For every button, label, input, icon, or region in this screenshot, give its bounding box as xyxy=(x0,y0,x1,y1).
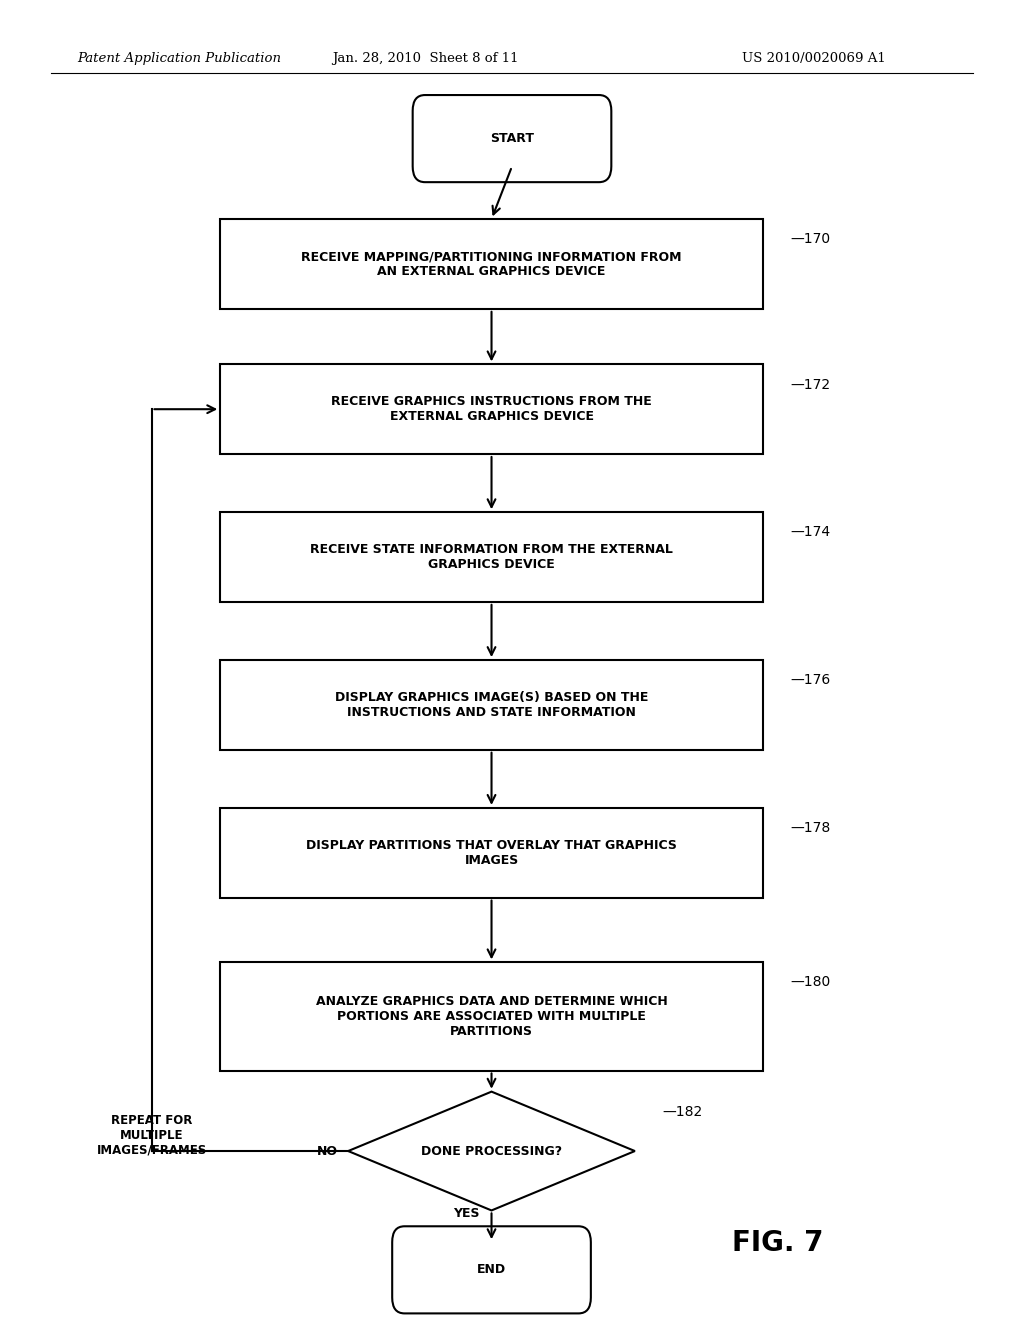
Text: END: END xyxy=(477,1263,506,1276)
Bar xyxy=(220,364,763,454)
Text: YES: YES xyxy=(453,1206,479,1220)
Text: —182: —182 xyxy=(663,1105,702,1119)
Text: DISPLAY GRAPHICS IMAGE(S) BASED ON THE
INSTRUCTIONS AND STATE INFORMATION: DISPLAY GRAPHICS IMAGE(S) BASED ON THE I… xyxy=(335,690,648,719)
Text: —178: —178 xyxy=(791,821,830,836)
Text: US 2010/0020069 A1: US 2010/0020069 A1 xyxy=(742,51,886,65)
FancyBboxPatch shape xyxy=(392,1226,591,1313)
Bar xyxy=(220,219,763,309)
Text: —176: —176 xyxy=(791,673,830,688)
Bar xyxy=(220,808,763,898)
Text: Patent Application Publication: Patent Application Publication xyxy=(77,51,281,65)
Text: ANALYZE GRAPHICS DATA AND DETERMINE WHICH
PORTIONS ARE ASSOCIATED WITH MULTIPLE
: ANALYZE GRAPHICS DATA AND DETERMINE WHIC… xyxy=(315,995,668,1038)
Text: RECEIVE GRAPHICS INSTRUCTIONS FROM THE
EXTERNAL GRAPHICS DEVICE: RECEIVE GRAPHICS INSTRUCTIONS FROM THE E… xyxy=(331,395,652,424)
Text: —180: —180 xyxy=(791,975,830,990)
Bar xyxy=(220,660,763,750)
Text: Jan. 28, 2010  Sheet 8 of 11: Jan. 28, 2010 Sheet 8 of 11 xyxy=(332,51,518,65)
Bar xyxy=(220,512,763,602)
FancyBboxPatch shape xyxy=(413,95,611,182)
Polygon shape xyxy=(348,1092,635,1210)
Text: —170: —170 xyxy=(791,232,830,247)
Text: NO: NO xyxy=(316,1144,338,1158)
Text: START: START xyxy=(490,132,534,145)
Text: REPEAT FOR
MULTIPLE
IMAGES/FRAMES: REPEAT FOR MULTIPLE IMAGES/FRAMES xyxy=(96,1114,207,1156)
Text: RECEIVE STATE INFORMATION FROM THE EXTERNAL
GRAPHICS DEVICE: RECEIVE STATE INFORMATION FROM THE EXTER… xyxy=(310,543,673,572)
Text: RECEIVE MAPPING/PARTITIONING INFORMATION FROM
AN EXTERNAL GRAPHICS DEVICE: RECEIVE MAPPING/PARTITIONING INFORMATION… xyxy=(301,249,682,279)
Text: DONE PROCESSING?: DONE PROCESSING? xyxy=(421,1144,562,1158)
Text: —174: —174 xyxy=(791,525,830,540)
Bar xyxy=(220,962,763,1071)
Text: —172: —172 xyxy=(791,378,830,392)
Text: FIG. 7: FIG. 7 xyxy=(732,1229,824,1258)
Text: DISPLAY PARTITIONS THAT OVERLAY THAT GRAPHICS
IMAGES: DISPLAY PARTITIONS THAT OVERLAY THAT GRA… xyxy=(306,838,677,867)
